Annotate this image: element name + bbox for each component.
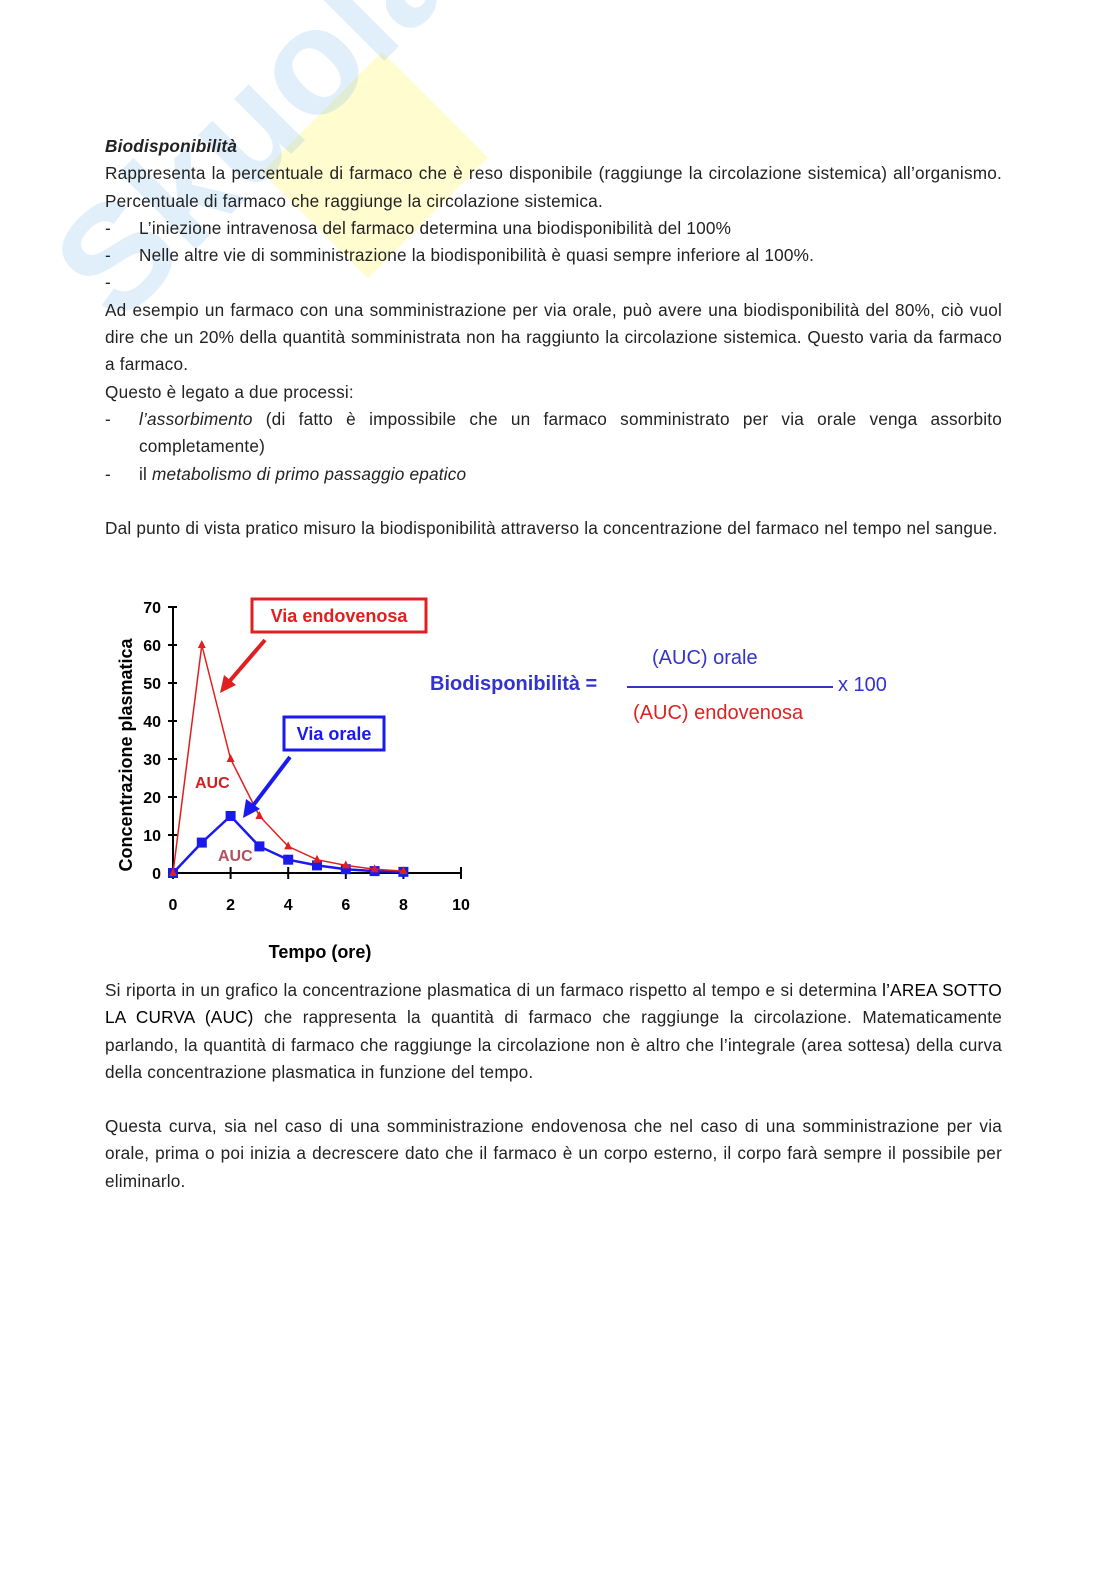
formula-multiplier: x 100 [838,674,887,696]
y-tick-label: 30 [143,752,161,769]
legend-label-endovenosa: Via endovenosa [271,606,409,626]
fraction-line [627,686,833,688]
auc-label-endovenosa: AUC [195,775,230,792]
x-axis-label: Tempo (ore) [269,942,372,962]
list-item: - l’assorbimento (di fatto è impossibile … [105,408,1002,457]
section-text-2: Si riporta in un grafico la concentrazio… [105,977,1002,1195]
paragraph: Si riporta in un grafico la concentrazio… [105,980,1002,1082]
data-point [341,860,350,869]
y-tick-label: 0 [152,866,161,883]
data-point [255,811,264,819]
data-point [283,854,294,865]
data-point [399,866,408,875]
legend-box-endovenosa [250,597,428,634]
paragraph: Questo è legato a due processi: [105,381,354,402]
y-tick-label: 10 [143,828,161,845]
data-point [340,864,351,875]
section-text-1: Biodisponibilità Rappresenta la percentu… [105,133,1002,542]
data-point [226,754,235,762]
section-heading: Biodisponibilità [105,136,238,156]
x-tick-label: 4 [284,897,293,914]
list-item: - il metabolismo di primo passaggio epati… [105,463,467,484]
formula-lhs: Biodisponibilità = [430,673,598,695]
arrow-orale [250,755,292,809]
paragraph: Dal punto di vista pratico misuro la bio… [105,517,998,538]
y-tick-label: 40 [143,714,161,731]
data-point [225,811,236,821]
data-point [196,837,207,848]
y-axis-label: Concentrazione plasmatica [116,637,136,871]
x-tick-label: 8 [399,897,408,914]
data-point [254,841,265,852]
y-tick-label: 60 [143,638,161,655]
data-point [312,860,322,871]
arrow-head [220,675,236,693]
x-tick-label: 2 [226,897,235,914]
y-tick-label: 20 [143,790,161,807]
formula-numerator: (AUC) orale [652,647,758,669]
data-point [169,868,177,876]
x-tick-label: 6 [341,897,350,914]
paragraph: Rappresenta la percentuale di farmaco ch… [105,163,1002,211]
data-point [197,640,206,648]
arrow-head [243,799,260,818]
x-tick-label: 0 [169,897,178,914]
data-point [370,864,379,873]
data-point [284,841,293,850]
list-item: - Nelle altre vie di somministrazione la … [105,245,815,266]
arrow-endovenosa [226,638,267,685]
paragraph: Ad esempio un farmaco con una somministr… [105,299,1002,375]
legend-label-orale: Via orale [297,724,372,744]
legend-box-orale [282,715,386,752]
formula-denominator: (AUC) endovenosa [633,702,804,724]
concentration-chart: 0 10 20 30 40 50 60 70 0 2 4 6 8 10 Tempo (ore) Concent… [116,597,470,962]
data-point [313,854,321,863]
y-tick-label: 50 [143,676,161,693]
list-item: - [105,272,111,293]
list-item: - L’iniezione intravenosa del farmaco det… [105,217,732,238]
x-tick-label: 10 [452,897,470,914]
auc-label-orale: AUC [218,848,253,865]
paragraph: Questa curva, sia nel caso di una sommin… [105,1116,1002,1191]
y-tick-label: 70 [143,600,161,617]
